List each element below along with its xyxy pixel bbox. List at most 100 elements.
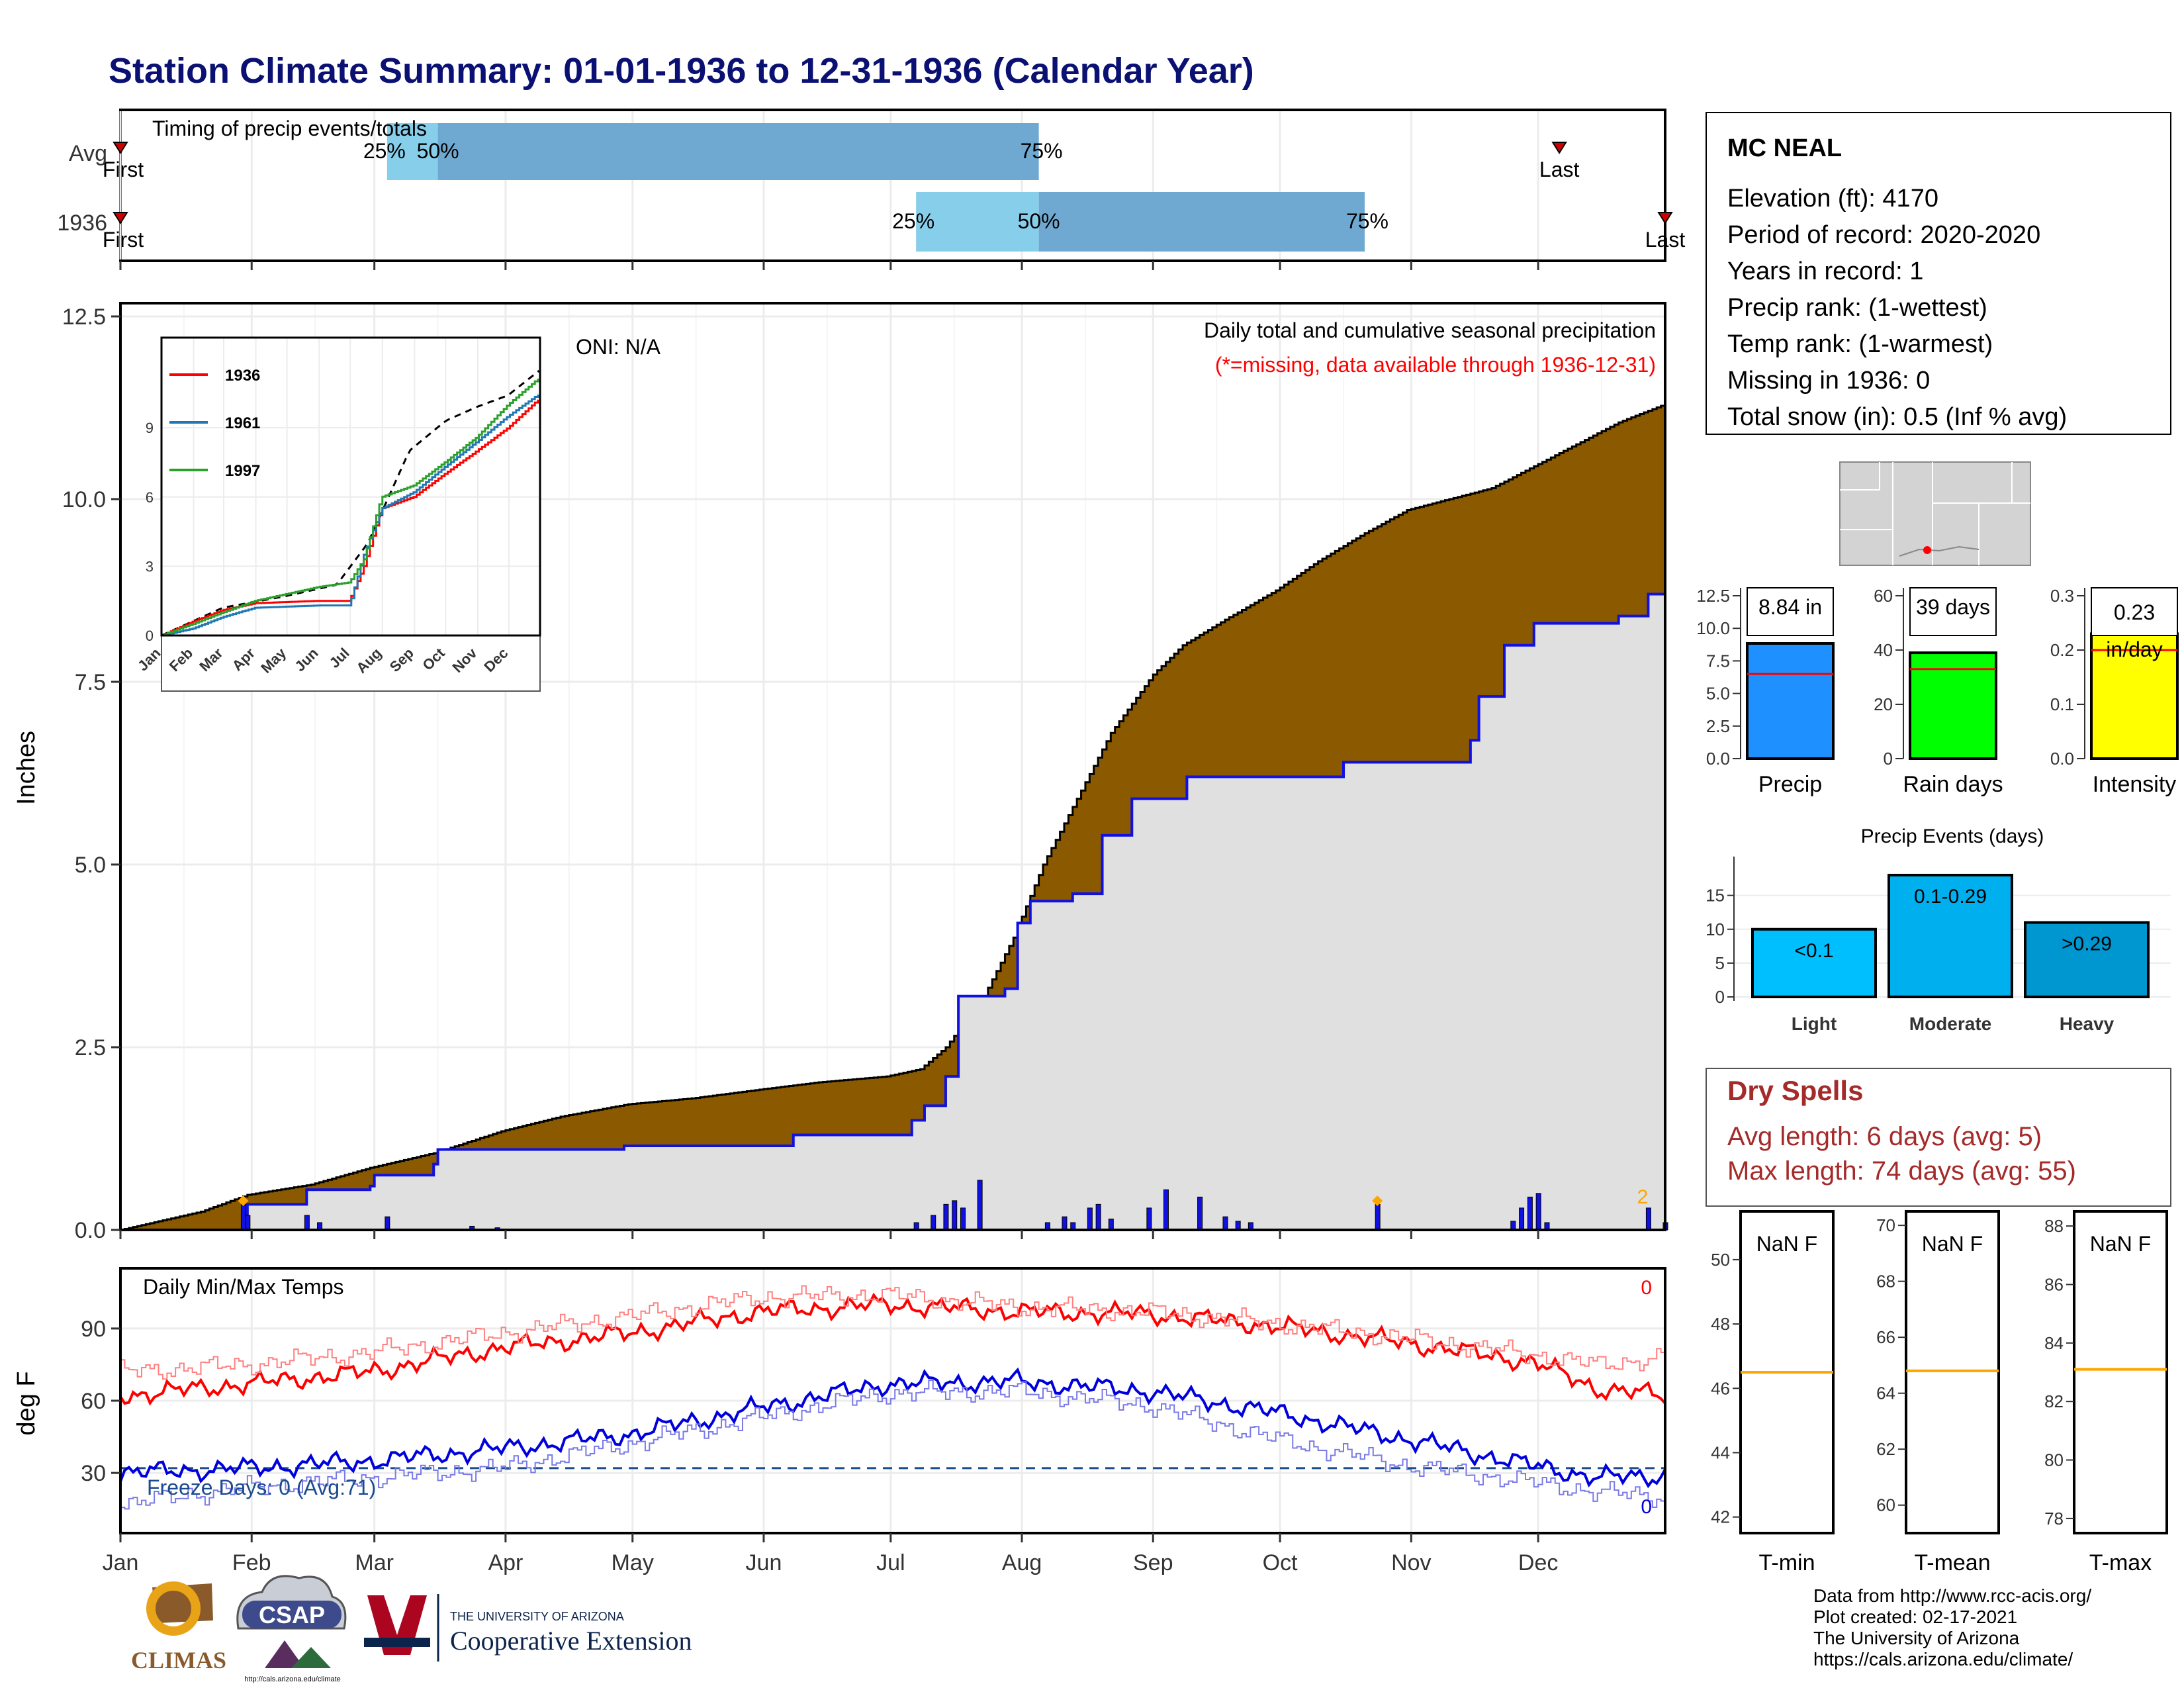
summary-bar-label: Precip: [1758, 772, 1822, 797]
ua-logo: THE UNIVERSITY OF ARIZONA Cooperative Ex…: [364, 1594, 692, 1662]
summary-value-line2: in/day: [2106, 637, 2162, 661]
summary-bar-label: Rain days: [1903, 772, 2003, 797]
precip-events-title: Precip Events (days): [1861, 825, 2044, 847]
summary-bar-label: Intensity: [2093, 772, 2177, 797]
summary-bar: [1746, 642, 1835, 761]
precip-note-1: Daily total and cumulative seasonal prec…: [1204, 318, 1656, 342]
temp-lines: [119, 1285, 1666, 1510]
snow-marker: [238, 1196, 249, 1206]
daily-precip-bar: [1146, 1207, 1152, 1231]
temp-box-y-tick-label: 48: [1711, 1314, 1730, 1334]
inset-legend-label: 1961: [225, 414, 260, 432]
timing-row-label-avg: Avg: [69, 141, 107, 166]
ua-small-text: THE UNIVERSITY OF ARIZONA: [450, 1610, 624, 1623]
quartile-label-25: 25%: [892, 209, 934, 233]
csap-logo-text: CSAP: [259, 1601, 325, 1628]
precip-y-tick-label: 0.0: [75, 1218, 106, 1243]
temp-box-value: NaN F: [2090, 1232, 2151, 1256]
timing-row-label-year: 1936: [57, 211, 107, 236]
precip-y-tick-label: 2.5: [75, 1035, 106, 1060]
temp-box-value: NaN F: [1756, 1232, 1817, 1256]
oni-label: ONI: N/A: [576, 335, 661, 359]
summary-y-tick-label: 60: [1874, 586, 1893, 606]
summary-y-tick-label: 0.1: [2050, 694, 2074, 714]
station-info-line: Temp rank: (1-warmest): [1727, 330, 1993, 358]
summary-bars: 0.0 2.5 5.0 7.5 10.0 12.5 8.84 in Precip 0 20 40 60…: [1696, 586, 2179, 797]
station-lines: Elevation (ft): 4170 Period of record: 20…: [1727, 185, 2067, 431]
footer: CLIMAS CSAP http://cals.arizona.edu/clim…: [131, 1575, 2091, 1683]
temp-y-tick-label: 60: [81, 1389, 106, 1414]
daily-precip-bar: [385, 1216, 390, 1231]
summary-y-tick-label: 7.5: [1706, 651, 1730, 671]
station-name: MC NEAL: [1727, 134, 1842, 162]
temp-box-y-tick-label: 44: [1711, 1443, 1730, 1463]
daily-precip-bar: [245, 1215, 251, 1231]
temp-box-label: T-min: [1759, 1550, 1815, 1575]
inset-legend-label: 1997: [225, 462, 260, 480]
summary-y-tick-label: 0.2: [2050, 640, 2074, 660]
temp-panel-title: Daily Min/Max Temps: [143, 1275, 343, 1299]
first-event-label: First: [103, 228, 144, 252]
summary-value: 8.84 in: [1758, 595, 1822, 619]
temp-y-tick-label: 30: [81, 1461, 106, 1486]
quartile-label-50: 50%: [417, 139, 459, 163]
inset-legend-label: 1936: [225, 367, 260, 385]
month-tick-label: May: [612, 1550, 654, 1575]
month-tick-label: Apr: [488, 1550, 523, 1575]
precip-panel: 0.0 2.5 5.0 7.5 10.0 12.5 Inches ONI: N/A Dai…: [13, 302, 1668, 1243]
timing-panel: 25% 50% 75% First Last 25% 50% 75% First Last Tim…: [57, 109, 1685, 270]
station-info-box: MC NEAL Elevation (ft): 4170 Period of re…: [1706, 112, 2171, 435]
daily-precip-bar: [931, 1215, 936, 1231]
precip-y-label: Inches: [13, 731, 40, 805]
station-info-line: Period of record: 2020-2020: [1727, 221, 2040, 249]
daily-precip-bar: [1163, 1189, 1169, 1231]
events-y-tick-label: 0: [1715, 987, 1725, 1007]
temp-box-y-tick-label: 88: [2044, 1216, 2064, 1236]
first-event-marker: [113, 142, 128, 154]
summary-y-tick-label: 2.5: [1706, 716, 1730, 736]
temp-box-y-tick-label: 84: [2044, 1333, 2064, 1353]
month-tick-label: Jan: [103, 1550, 139, 1575]
dry-spells-max: Max length: 74 days (avg: 55): [1727, 1156, 2076, 1186]
summary-value-box: [2091, 587, 2178, 636]
temp-y-tick-label: 90: [81, 1317, 106, 1342]
precip-events-panel: Precip Events (days) 0 5 10 15 <0.1 Light 0.1-…: [1706, 825, 2171, 1034]
temp-box-y-tick-label: 86: [2044, 1274, 2064, 1294]
month-tick-label: Jun: [746, 1550, 782, 1575]
precip-marker-label: 2: [1637, 1186, 1649, 1208]
temp-box-y-tick-label: 80: [2044, 1450, 2064, 1470]
events-bar-label: 0.1-0.29: [1914, 886, 1987, 908]
temp-box-label: T-mean: [1914, 1550, 1990, 1575]
month-tick-label: Sep: [1133, 1550, 1173, 1575]
station-info-line: Years in record: 1: [1727, 258, 1923, 285]
inset-y-tick-label: 9: [146, 420, 154, 436]
precip-y-tick-label: 10.0: [62, 487, 106, 512]
precip-y-tick-label: 7.5: [75, 670, 106, 695]
ua-extension-text: Cooperative Extension: [450, 1626, 692, 1656]
temp-box: [2073, 1210, 2168, 1534]
summary-y-tick-label: 10.0: [1696, 618, 1730, 638]
last-event-label: Last: [1539, 158, 1580, 181]
summary-y-tick-label: 12.5: [1696, 586, 1730, 606]
dry-spells-box: Dry Spells Avg length: 6 days (avg: 5) M…: [1706, 1068, 2171, 1207]
events-bar: [1751, 927, 1877, 999]
quartile-label-50: 50%: [1018, 209, 1060, 233]
daily-precip-bar: [1535, 1193, 1541, 1231]
temp-y-axis: 30 60 90: [81, 1317, 120, 1486]
quartile-label-25: 25%: [363, 139, 406, 163]
month-tick-label: Feb: [232, 1550, 271, 1575]
precip-y-tick-label: 5.0: [75, 853, 106, 878]
events-y-tick-label: 10: [1706, 919, 1725, 939]
temp-box-label: T-max: [2089, 1550, 2152, 1575]
month-axis: Jan Feb Mar Apr May Jun Jul Aug Sep Oct Nov Dec: [103, 1533, 1558, 1575]
daily-precip-bar: [952, 1200, 958, 1231]
daily-precip-bar: [1645, 1207, 1651, 1231]
first-event-marker: [113, 212, 128, 224]
temp-box-y-tick-label: 60: [1876, 1495, 1895, 1515]
summary-y-tick-label: 0: [1884, 749, 1893, 769]
last-event-marker: [1657, 212, 1673, 224]
summary-value-box: [1747, 587, 1834, 636]
daily-precip-bar: [1062, 1216, 1068, 1231]
